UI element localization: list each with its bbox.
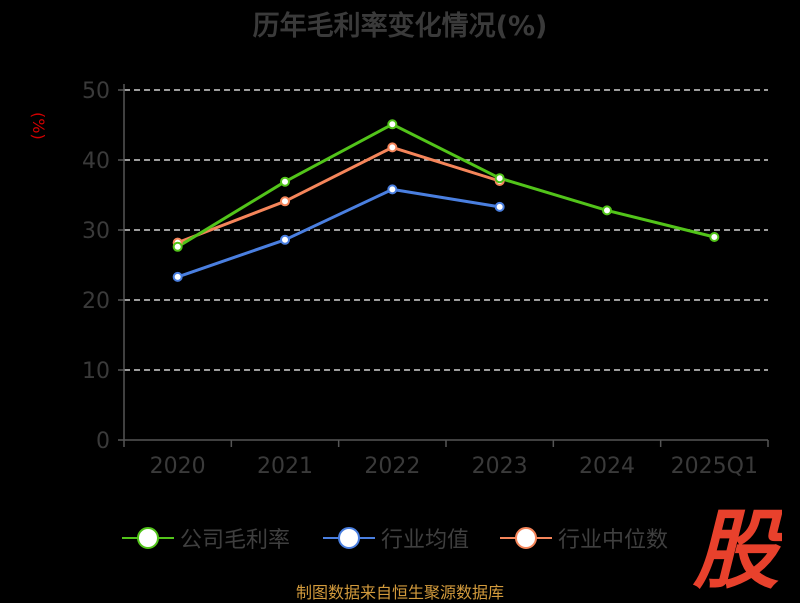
point-industry-avg-2023 — [494, 201, 505, 212]
legend-item-industry-median[interactable]: 行业中位数 — [500, 520, 668, 556]
point-company-2022 — [387, 119, 398, 130]
svg-text:股: 股 — [692, 501, 782, 592]
y-tick-label-10: 10 — [82, 359, 110, 384]
point-company-2020 — [172, 241, 183, 252]
x-tick-label-2023: 2023 — [472, 454, 528, 479]
point-company-2025Q1 — [709, 232, 720, 242]
point-company-2024 — [602, 205, 612, 216]
legend-label-industry-median: 行业中位数 — [558, 528, 669, 553]
point-industry-avg-2021 — [280, 234, 290, 245]
point-industry-median-2021 — [280, 196, 290, 207]
x-tick-label-2024: 2024 — [579, 454, 635, 479]
y-tick-label-50: 50 — [82, 79, 110, 104]
chart-legend: 公司毛利率 行业均值 行业中位数 — [0, 520, 800, 556]
x-tick-label-2025Q1: 2025Q1 — [671, 454, 758, 479]
legend-label-company: 公司毛利率 — [180, 528, 291, 553]
legend-swatch-company — [122, 526, 174, 550]
point-company-2023 — [494, 173, 505, 184]
y-tick-label-30: 30 — [82, 219, 110, 244]
chart-title: 历年毛利率变化情况(%) — [252, 11, 548, 42]
series-line-industry-median — [177, 145, 501, 244]
legend-swatch-industry-avg — [323, 526, 375, 550]
data-source-note: 制图数据来自恒生聚源数据库 — [295, 583, 504, 602]
point-company-2021 — [280, 176, 290, 187]
legend-item-company[interactable]: 公司毛利率 — [122, 520, 290, 556]
y-tick-label-40: 40 — [82, 149, 110, 174]
brand-logo: 股 — [692, 501, 782, 592]
point-industry-avg-2022 — [387, 184, 398, 195]
x-tick-label-2022: 2022 — [364, 454, 420, 479]
series-line-industry-avg — [177, 187, 500, 279]
x-tick-label-2021: 2021 — [257, 454, 313, 479]
y-tick-label-20: 20 — [82, 289, 110, 314]
legend-label-industry-avg: 行业均值 — [381, 528, 470, 553]
x-tick-label-2020: 2020 — [150, 454, 206, 479]
legend-swatch-industry-median — [500, 526, 552, 550]
y-tick-label-0: 0 — [96, 429, 110, 454]
point-industry-median-2022 — [387, 142, 398, 153]
series-line-company — [176, 122, 715, 249]
legend-item-industry-avg[interactable]: 行业均值 — [323, 520, 469, 556]
point-industry-avg-2020 — [172, 271, 183, 282]
